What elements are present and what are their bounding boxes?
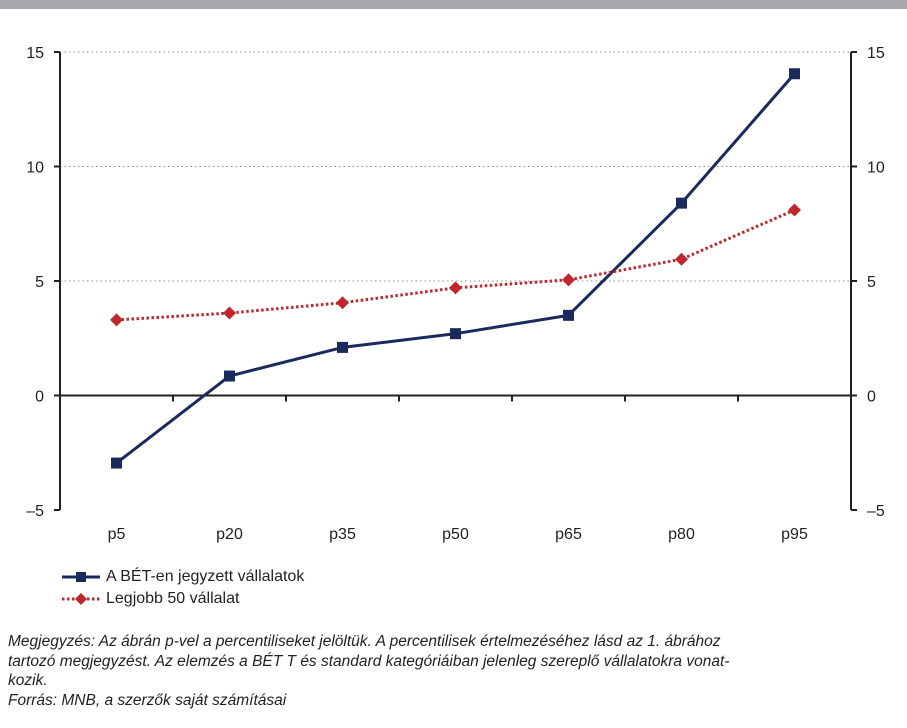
left-tick-label-0: –5 — [26, 503, 44, 520]
right-tick-label-1: 0 — [867, 389, 876, 406]
series-2-point-p80 — [675, 252, 688, 266]
series-line-1 — [115, 72, 796, 465]
left-tick-label-2: 5 — [35, 274, 44, 291]
right-tick-label-4: 15 — [867, 45, 885, 62]
x-tick-label-p65: p65 — [555, 526, 582, 543]
right-tick-label-2: 5 — [867, 274, 876, 291]
left-tick-label-4: 15 — [26, 45, 44, 62]
line-chart: –5 –5 0 0 5 5 10 10 15 15 p5 p20 p35 p50 p65 p80 p95 — [26, 45, 885, 543]
legend-label-series-2: Legjobb 50 vállalat — [106, 590, 240, 607]
note-line-2: tartozó megjegyzést. Az elemzés a BÉT T … — [8, 652, 730, 670]
series-2-point-p50 — [449, 281, 462, 295]
note-line-3: kozik. — [8, 672, 48, 689]
series-line-2 — [116, 208, 796, 322]
legend-swatch-diamond-icon — [62, 593, 100, 605]
top-bar — [0, 0, 907, 9]
left-tick-label-1: 0 — [35, 389, 44, 406]
right-tick-label-0: –5 — [867, 503, 885, 520]
x-tick-label-p5: p5 — [108, 526, 126, 543]
right-tick-label-3: 10 — [867, 160, 885, 177]
series-1-point-p5 — [111, 457, 122, 469]
legend: A BÉT-en jegyzett vállalatok Legjobb 50 … — [60, 566, 304, 610]
note-source: Forrás: MNB, a szerzők saját számításai — [8, 691, 287, 709]
series-1-point-p20 — [224, 370, 235, 382]
series-1-point-p50 — [450, 328, 461, 340]
series-1-point-p80 — [676, 197, 687, 209]
note-line-1: Megjegyzés: Az ábrán p-vel a percentilis… — [8, 633, 721, 650]
x-tick-label-p80: p80 — [668, 526, 695, 543]
x-tick-label-p50: p50 — [442, 526, 469, 543]
series-2-point-p20 — [223, 306, 236, 320]
legend-item-series-1: A BÉT-en jegyzett vállalatok — [60, 566, 304, 588]
chart-note: Megjegyzés: Az ábrán p-vel a percentilis… — [8, 632, 907, 710]
legend-item-series-2: Legjobb 50 vállalat — [60, 588, 304, 610]
legend-swatch-square-icon — [62, 572, 100, 582]
x-tick-label-p35: p35 — [329, 526, 356, 543]
x-tick-label-p20: p20 — [216, 526, 243, 543]
series-2-point-p95 — [788, 203, 801, 217]
series-1-point-p35 — [337, 341, 348, 353]
series-2-point-p65 — [562, 273, 575, 287]
legend-label-series-1: A BÉT-en jegyzett vállalatok — [106, 568, 305, 585]
series-2-point-p5 — [110, 313, 123, 327]
left-tick-label-3: 10 — [26, 160, 44, 177]
series-2-point-p35 — [336, 296, 349, 310]
x-tick-label-p95: p95 — [781, 526, 808, 543]
series-1-point-p65 — [563, 309, 574, 321]
series-1-point-p95 — [789, 68, 800, 80]
